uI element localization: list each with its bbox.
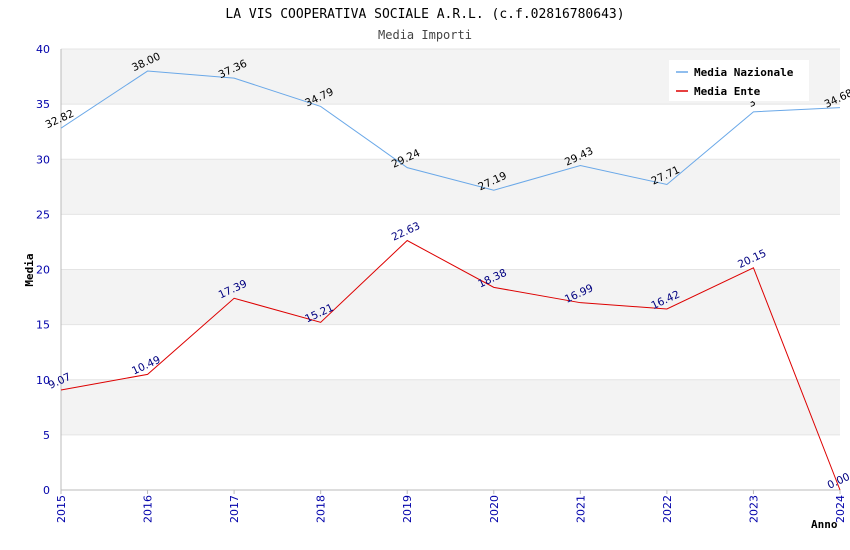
y-axis-label: Media	[23, 253, 36, 286]
x-tick-label: 2019	[401, 495, 414, 523]
y-axis-ticks: 0 5 10 15 20 25 30 35 40	[36, 43, 50, 497]
x-tick-label: 2021	[574, 495, 587, 523]
y-tick-label: 5	[43, 429, 50, 442]
y-tick-label: 30	[36, 153, 50, 166]
grid-band	[61, 434, 840, 490]
series-lines	[60, 70, 841, 491]
y-tick-label: 35	[36, 98, 50, 111]
legend-entry: Media Ente	[694, 85, 761, 98]
x-axis-label: Anno	[811, 518, 838, 531]
y-tick-label: 15	[36, 319, 50, 332]
y-tick-label: 40	[36, 43, 50, 56]
x-tick-label: 2015	[55, 495, 68, 523]
y-tick-label: 20	[36, 264, 50, 277]
x-tick-label: 2024	[834, 495, 847, 523]
legend: Media Nazionale Media Ente	[669, 60, 809, 101]
y-tick-label: 25	[36, 208, 50, 221]
series-line-1	[60, 239, 841, 491]
x-tick-label: 2022	[661, 495, 674, 523]
grid-band	[61, 214, 840, 270]
legend-box	[669, 60, 809, 101]
chart-title: LA VIS COOPERATIVA SOCIALE A.R.L. (c.f.0…	[225, 7, 624, 22]
x-tick-label: 2023	[747, 495, 760, 523]
chart-subtitle: Media Importi	[378, 28, 472, 42]
y-tick-label: 0	[43, 484, 50, 497]
grid-band	[61, 104, 840, 160]
legend-entry: Media Nazionale	[694, 66, 794, 79]
grid-band	[61, 379, 840, 435]
x-axis-ticks: 2015 2016 2017 2018 2019 2020 2021 2022 2023 2024	[55, 490, 847, 523]
x-tick-label: 2020	[488, 495, 501, 523]
grid-band	[61, 324, 840, 380]
data-label: 3	[747, 96, 758, 110]
x-tick-label: 2018	[315, 495, 328, 523]
series-line-0	[60, 70, 841, 191]
grid-band	[61, 159, 840, 215]
grid-band	[61, 269, 840, 325]
y-tick-label: 10	[36, 374, 50, 387]
x-tick-label: 2017	[228, 495, 241, 523]
grid-bands	[60, 48, 840, 491]
x-tick-label: 2016	[142, 495, 155, 523]
